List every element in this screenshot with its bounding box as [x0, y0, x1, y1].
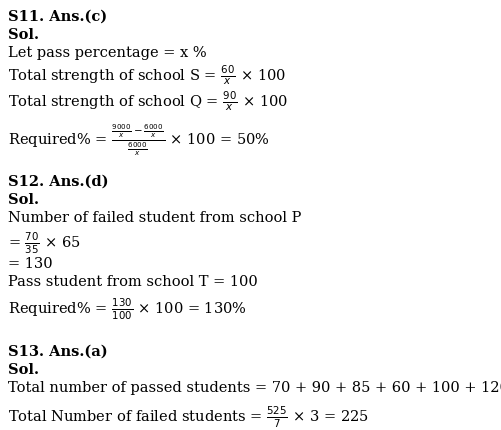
Text: = 130: = 130: [8, 257, 53, 271]
Text: Sol.: Sol.: [8, 363, 39, 377]
Text: S11. Ans.(c): S11. Ans.(c): [8, 10, 107, 24]
Text: Required% = $\frac{130}{100}$ × 100 = 130%: Required% = $\frac{130}{100}$ × 100 = 13…: [8, 297, 247, 322]
Text: Total strength of school Q = $\frac{90}{x}$ × 100: Total strength of school Q = $\frac{90}{…: [8, 90, 288, 113]
Text: S13. Ans.(a): S13. Ans.(a): [8, 345, 108, 359]
Text: Let pass percentage = x %: Let pass percentage = x %: [8, 46, 206, 60]
Text: Total number of passed students = 70 + 90 + 85 + 60 + 100 + 120 = 525: Total number of passed students = 70 + 9…: [8, 381, 501, 395]
Text: Pass student from school T = 100: Pass student from school T = 100: [8, 275, 258, 289]
Text: S12. Ans.(d): S12. Ans.(d): [8, 175, 109, 189]
Text: Sol.: Sol.: [8, 193, 39, 207]
Text: Required% = $\frac{\frac{9000}{x}-\frac{6000}{x}}{\frac{6000}{x}}$ × 100 = 50%: Required% = $\frac{\frac{9000}{x}-\frac{…: [8, 122, 270, 157]
Text: = $\frac{70}{35}$ × 65: = $\frac{70}{35}$ × 65: [8, 231, 81, 256]
Text: Sol.: Sol.: [8, 28, 39, 42]
Text: Number of failed student from school P: Number of failed student from school P: [8, 211, 302, 225]
Text: Total strength of school S = $\frac{60}{x}$ × 100: Total strength of school S = $\frac{60}{…: [8, 64, 286, 87]
Text: Total Number of failed students = $\frac{525}{7}$ × 3 = 225: Total Number of failed students = $\frac…: [8, 405, 369, 430]
